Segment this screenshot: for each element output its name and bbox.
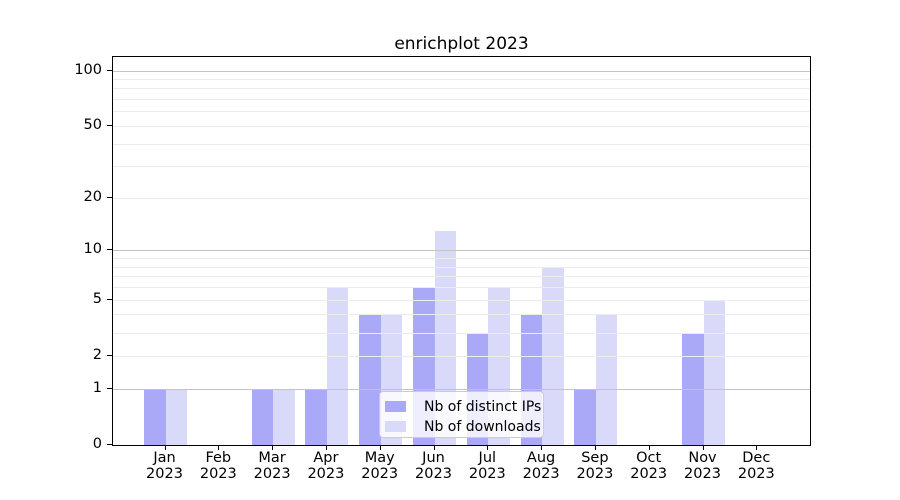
- y-tick-label: 10: [83, 241, 102, 258]
- gridline-minor: [113, 126, 810, 127]
- legend-label-distinct-ips: Nb of distinct IPs: [424, 398, 542, 415]
- y-tick-label: 1: [92, 379, 102, 396]
- legend-entry-distinct-ips: Nb of distinct IPs: [385, 398, 543, 415]
- y-tick-mark: [107, 69, 112, 71]
- plot-area: Nb of distinct IPs Nb of downloads: [112, 56, 811, 446]
- gridline-minor: [113, 287, 810, 288]
- x-tick-label: Nov 2023: [684, 450, 721, 482]
- x-tick-mark: [164, 445, 166, 450]
- gridline-minor: [113, 356, 810, 357]
- x-tick-mark: [487, 445, 489, 450]
- y-tick-label: 20: [83, 188, 102, 205]
- x-tick-mark: [272, 445, 274, 450]
- bar-downloads: [326, 287, 349, 445]
- x-tick-label: Jul 2023: [468, 450, 506, 482]
- gridline-minor: [113, 267, 810, 268]
- gridline-minor: [113, 166, 810, 167]
- x-tick-label: Aug 2023: [522, 450, 560, 482]
- bar-distinct-ips: [359, 314, 381, 445]
- legend-label-downloads: Nb of downloads: [424, 418, 541, 435]
- bar-downloads: [542, 266, 564, 445]
- x-tick-label: Feb 2023: [199, 450, 237, 482]
- legend-swatch-distinct-ips: [385, 401, 406, 412]
- bar-downloads: [165, 388, 187, 445]
- y-tick-mark: [107, 249, 112, 251]
- x-tick-mark: [218, 445, 220, 450]
- x-tick-mark: [379, 445, 381, 450]
- y-tick-label: 0: [92, 436, 102, 452]
- gridline-major: [113, 389, 810, 390]
- y-tick-label: 50: [83, 116, 102, 133]
- gridline-minor: [113, 276, 810, 277]
- y-tick-mark: [107, 298, 112, 300]
- x-tick-label: Apr 2023: [307, 450, 345, 482]
- bar-downloads: [703, 299, 725, 445]
- x-tick-mark: [594, 445, 596, 450]
- gridline-minor: [113, 144, 810, 145]
- x-tick-label: Mar 2023: [253, 450, 291, 482]
- gridline-minor: [113, 99, 810, 100]
- gridline-minor: [113, 314, 810, 315]
- y-tick-mark: [107, 387, 112, 389]
- bar-downloads: [273, 388, 295, 445]
- y-tick-label: 5: [92, 290, 102, 307]
- x-tick-label: Sep 2023: [576, 450, 614, 482]
- y-tick-mark: [107, 124, 112, 126]
- chart-title: enrichplot 2023: [394, 34, 529, 54]
- x-tick-mark: [756, 445, 758, 450]
- bar-downloads: [595, 314, 618, 445]
- x-tick-label: Jun 2023: [415, 450, 452, 482]
- x-tick-mark: [702, 445, 704, 450]
- bar-distinct-ips: [144, 388, 166, 445]
- bar-distinct-ips: [305, 388, 327, 445]
- gridline-minor: [113, 258, 810, 259]
- y-tick-mark: [107, 196, 112, 198]
- x-tick-mark: [433, 445, 435, 450]
- gridline-minor: [113, 300, 810, 301]
- gridline-minor: [113, 198, 810, 199]
- y-tick-mark: [107, 444, 112, 445]
- gridline-major: [113, 71, 810, 72]
- gridline-minor: [113, 88, 810, 89]
- legend-swatch-downloads: [385, 421, 406, 432]
- y-tick-label: 2: [92, 346, 102, 363]
- x-tick-mark: [541, 445, 543, 450]
- x-tick-label: Oct 2023: [630, 450, 668, 482]
- gridline-major: [113, 250, 810, 251]
- gridline-minor: [113, 333, 810, 334]
- y-tick-mark: [107, 354, 112, 356]
- gridline-minor: [113, 79, 810, 80]
- bar-distinct-ips: [251, 388, 274, 445]
- x-tick-label: May 2023: [361, 450, 399, 482]
- x-tick-label: Jan 2023: [146, 450, 183, 482]
- bar-distinct-ips: [682, 332, 704, 445]
- x-tick-label: Dec 2023: [737, 450, 775, 482]
- legend: Nb of distinct IPs Nb of downloads: [379, 391, 544, 438]
- y-tick-label: 100: [74, 61, 102, 78]
- gridline-minor: [113, 111, 810, 112]
- bar-distinct-ips: [574, 388, 596, 445]
- legend-entry-downloads: Nb of downloads: [385, 418, 543, 435]
- x-tick-mark: [325, 445, 327, 450]
- x-tick-mark: [648, 445, 650, 450]
